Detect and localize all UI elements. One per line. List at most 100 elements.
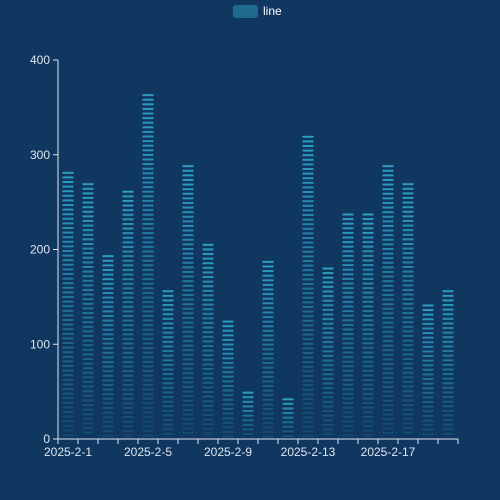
bar-segment bbox=[122, 337, 134, 340]
bar-segment bbox=[382, 211, 394, 214]
bar[interactable] bbox=[82, 183, 94, 434]
bar-segment bbox=[162, 317, 174, 320]
bar[interactable] bbox=[242, 391, 254, 436]
bar-segment bbox=[442, 308, 454, 311]
bar[interactable] bbox=[142, 94, 154, 437]
bar-segment bbox=[102, 406, 114, 409]
bar-segment bbox=[142, 107, 154, 110]
bar[interactable] bbox=[442, 290, 454, 435]
bar-segment bbox=[122, 365, 134, 368]
bar[interactable] bbox=[222, 320, 234, 438]
bar-segment bbox=[382, 367, 394, 370]
bar-segment bbox=[182, 270, 194, 273]
bar-segment bbox=[422, 368, 434, 371]
bar-segment bbox=[262, 302, 274, 305]
bar[interactable] bbox=[402, 183, 414, 434]
bar-segment bbox=[342, 287, 354, 290]
bar-segment bbox=[442, 290, 454, 293]
bar-segment bbox=[342, 434, 354, 437]
bar-segment bbox=[202, 243, 214, 246]
bar-segment bbox=[382, 266, 394, 269]
bar-segment bbox=[442, 327, 454, 330]
bar-segment bbox=[222, 389, 234, 392]
bar-segment bbox=[142, 328, 154, 331]
bar[interactable] bbox=[102, 255, 114, 437]
bar-segment bbox=[342, 346, 354, 349]
bar-segment bbox=[382, 298, 394, 301]
bar-segment bbox=[402, 344, 414, 347]
bar-segment bbox=[82, 408, 94, 411]
bar-segment bbox=[102, 411, 114, 414]
bar[interactable] bbox=[62, 171, 74, 437]
bar[interactable] bbox=[342, 213, 354, 437]
bar-segment bbox=[142, 103, 154, 106]
bar-segment bbox=[282, 421, 294, 424]
bar-segment bbox=[402, 426, 414, 429]
bar-segment bbox=[122, 222, 134, 225]
bar-segment bbox=[262, 348, 274, 351]
bar-segment bbox=[82, 242, 94, 245]
legend-swatch[interactable] bbox=[233, 5, 258, 18]
bar-segment bbox=[202, 253, 214, 256]
bar-segment bbox=[362, 277, 374, 280]
bar-segment bbox=[302, 168, 314, 170]
bar-segment bbox=[262, 366, 274, 369]
bar-segment bbox=[342, 333, 354, 336]
bar[interactable] bbox=[162, 290, 174, 435]
bar-segment bbox=[382, 418, 394, 421]
bar-segment bbox=[362, 296, 374, 299]
bar-segment bbox=[302, 278, 314, 281]
bar-segment bbox=[302, 375, 314, 377]
bar-segment bbox=[362, 429, 374, 432]
bar-segment bbox=[342, 328, 354, 331]
bar-segment bbox=[162, 354, 174, 357]
bar-segment bbox=[82, 371, 94, 374]
bar-segment bbox=[282, 435, 294, 438]
bar-segment bbox=[362, 305, 374, 308]
bar-segment bbox=[382, 224, 394, 227]
bar[interactable] bbox=[422, 304, 434, 436]
bar-segment bbox=[302, 177, 314, 180]
bar-segment bbox=[302, 204, 314, 207]
bar-segment bbox=[142, 153, 154, 156]
bar[interactable] bbox=[282, 398, 294, 438]
bar-segment bbox=[222, 325, 234, 328]
bar-segment bbox=[442, 354, 454, 357]
bar-segment bbox=[162, 396, 174, 399]
bar-segment bbox=[402, 206, 414, 209]
bar-segment bbox=[182, 372, 194, 375]
bar-segment bbox=[182, 358, 194, 361]
bar-segment bbox=[142, 222, 154, 225]
bar-segment bbox=[122, 199, 134, 202]
bar-segment bbox=[322, 276, 334, 279]
bar-segment bbox=[322, 290, 334, 293]
bar-segment bbox=[302, 172, 314, 175]
bar-segment bbox=[142, 98, 154, 101]
bar[interactable] bbox=[122, 190, 134, 437]
bar-segment bbox=[322, 359, 334, 362]
bar-segment bbox=[82, 196, 94, 199]
bar-segment bbox=[62, 383, 74, 386]
bar[interactable] bbox=[322, 267, 334, 436]
bar[interactable] bbox=[262, 260, 274, 438]
bar-segment bbox=[82, 210, 94, 213]
bar-segment bbox=[362, 268, 374, 271]
bar[interactable] bbox=[362, 213, 374, 437]
bar-segment bbox=[102, 305, 114, 308]
bar-segment bbox=[402, 371, 414, 374]
bar[interactable] bbox=[382, 165, 394, 434]
bar-segment bbox=[382, 257, 394, 260]
bar-segment bbox=[142, 416, 154, 419]
bar-segment bbox=[362, 351, 374, 354]
bar[interactable] bbox=[202, 243, 214, 435]
bar-segment bbox=[322, 373, 334, 376]
bar-segment bbox=[62, 392, 74, 395]
bar[interactable] bbox=[302, 135, 314, 437]
bar-segment bbox=[122, 227, 134, 230]
bar-segment bbox=[302, 379, 314, 382]
bar-segment bbox=[82, 403, 94, 406]
bar[interactable] bbox=[182, 165, 194, 434]
legend[interactable]: line bbox=[233, 4, 282, 18]
bar-segment bbox=[402, 325, 414, 328]
legend-label[interactable]: line bbox=[263, 4, 282, 18]
